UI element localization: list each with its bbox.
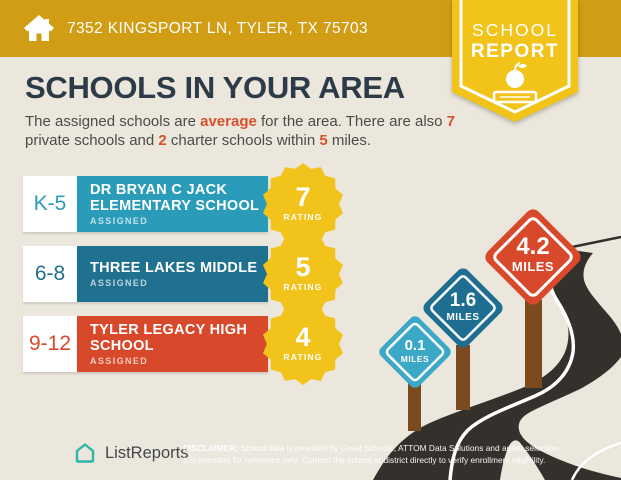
rating-label: RATING bbox=[283, 352, 322, 362]
rating-seal: 4 RATING bbox=[263, 303, 343, 385]
highlight-miles: 5 bbox=[319, 132, 328, 150]
distance-sign-0-1-miles: 0.1 MILES bbox=[379, 316, 451, 388]
svg-text:MILES: MILES bbox=[512, 259, 554, 274]
property-address: 7352 KINGSPORT LN, TYLER, TX 75703 bbox=[67, 19, 369, 37]
disclaimer-text: DISCLAIMER: School data is provided by G… bbox=[183, 443, 561, 466]
page-title: SCHOOLS IN YOUR AREA bbox=[25, 70, 405, 105]
school-bar: THREE LAKES MIDDLE ASSIGNED bbox=[77, 246, 268, 302]
grade-range: 6-8 bbox=[23, 246, 77, 302]
rating-value: 5 bbox=[295, 252, 310, 282]
road-vanishing-line bbox=[571, 235, 621, 249]
highlight-charter-count: 2 bbox=[158, 132, 167, 150]
road-corner-line bbox=[570, 441, 621, 480]
road bbox=[373, 249, 621, 480]
sign-post bbox=[525, 300, 542, 388]
rating-label: RATING bbox=[283, 282, 322, 292]
listreports-logo: ListReports bbox=[73, 441, 188, 465]
rating-label: RATING bbox=[283, 212, 322, 222]
rating-value: 4 bbox=[295, 322, 310, 352]
ribbon-line1: SCHOOL bbox=[472, 20, 558, 40]
school-name: THREE LAKES MIDDLE bbox=[90, 259, 258, 276]
school-row-high: 9-12 TYLER LEGACY HIGH SCHOOL ASSIGNED 4… bbox=[23, 303, 353, 385]
ribbon-line2: REPORT bbox=[471, 41, 559, 62]
school-bar: DR BRYAN C JACK ELEMENTARY SCHOOL ASSIGN… bbox=[77, 176, 268, 232]
apple-on-book-icon bbox=[492, 62, 538, 104]
school-bar: TYLER LEGACY HIGH SCHOOL ASSIGNED bbox=[77, 316, 268, 372]
svg-text:4.2: 4.2 bbox=[516, 233, 549, 260]
assigned-label: ASSIGNED bbox=[90, 356, 149, 367]
grade-range: K-5 bbox=[23, 176, 77, 232]
assigned-label: ASSIGNED bbox=[90, 216, 149, 227]
rating-seal: 5 RATING bbox=[263, 233, 343, 315]
svg-text:MILES: MILES bbox=[446, 312, 479, 323]
intro-text: The assigned schools are average for the… bbox=[25, 113, 456, 150]
school-report-ribbon: SCHOOL REPORT bbox=[452, 0, 578, 122]
sign-post bbox=[408, 383, 421, 431]
assigned-label: ASSIGNED bbox=[90, 278, 149, 289]
distance-sign-1-6-miles: 1.6 MILES bbox=[423, 268, 503, 348]
highlight-private-count: 7 bbox=[446, 113, 456, 130]
svg-text:MILES: MILES bbox=[401, 354, 429, 364]
school-name: DR BRYAN C JACK ELEMENTARY SCHOOL bbox=[90, 181, 260, 214]
distance-sign-4-2-miles: 4.2 MILES bbox=[485, 209, 581, 305]
school-list: K-5 DR BRYAN C JACK ELEMENTARY SCHOOL AS… bbox=[23, 163, 353, 386]
sign-post bbox=[456, 345, 470, 410]
home-icon bbox=[24, 15, 54, 41]
svg-text:0.1: 0.1 bbox=[405, 337, 426, 354]
school-row-middle: 6-8 THREE LAKES MIDDLE ASSIGNED 5 RATING bbox=[23, 233, 353, 315]
grade-range: 9-12 bbox=[23, 316, 77, 372]
school-row-elementary: K-5 DR BRYAN C JACK ELEMENTARY SCHOOL AS… bbox=[23, 163, 353, 245]
highlight-average: average bbox=[200, 113, 257, 130]
brand-name: ListReports bbox=[105, 443, 189, 462]
svg-text:1.6: 1.6 bbox=[450, 290, 476, 311]
school-name: TYLER LEGACY HIGH SCHOOL bbox=[90, 321, 248, 354]
rating-value: 7 bbox=[295, 182, 310, 212]
listreports-house-icon bbox=[75, 443, 95, 463]
rating-seal: 7 RATING bbox=[263, 163, 343, 245]
